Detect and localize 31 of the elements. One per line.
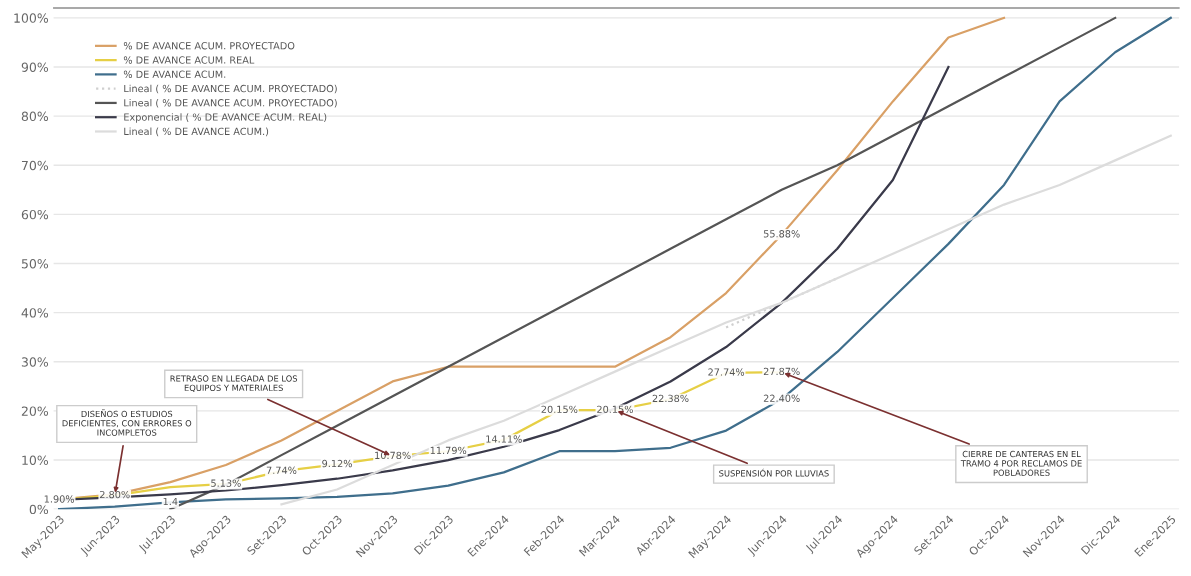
y-tick-label: 100% [14, 13, 49, 23]
annotation: CIERRE DE CANTERAS EN EL TRAMO 4 POR RECLAMOS DE POBLADORES [960, 450, 1082, 476]
y-tick-label: 30% [21, 357, 49, 367]
y-tick-label: 40% [21, 308, 49, 318]
legend-label: % DE AVANCE ACUM. REAL [123, 56, 255, 64]
legend-label: Lineal ( % DE AVANCE ACUM.) [124, 127, 269, 137]
y-tick-label: 50% [21, 259, 49, 269]
y-tick-label: 0% [29, 504, 49, 515]
legend-label: Lineal ( % DE AVANCE ACUM. PROYECTADO) [124, 84, 337, 94]
data-label: 14.11% [486, 435, 522, 443]
data-label: 22.38% [652, 394, 689, 403]
legend-label: % DE AVANCE ACUM. PROYECTADO [123, 42, 295, 50]
data-label: 22.40% [763, 394, 800, 402]
y-tick-label: 80% [21, 111, 49, 122]
y-tick-label: 20% [21, 406, 49, 416]
data-label: 10.78% [375, 451, 411, 460]
y-tick-label: 70% [21, 160, 49, 171]
y-tick-label: 90% [21, 62, 49, 72]
y-tick-label: 60% [21, 209, 49, 220]
data-label: 27.74% [708, 368, 745, 376]
data-label: 55.88% [763, 230, 800, 238]
legend-label: Lineal ( % DE AVANCE ACUM. PROYECTADO) [124, 98, 337, 108]
data-label: 27.87% [763, 367, 800, 376]
data-label: 20.15% [541, 405, 578, 414]
annotation: RETRASO EN LLEGADA DE LOS EQUIPOS Y MATERIALES [170, 375, 298, 392]
legend-label: Exponencial ( % DE AVANCE ACUM. REAL) [124, 113, 327, 123]
legend-label: % DE AVANCE ACUM. [123, 70, 226, 78]
y-tick-label: 10% [22, 455, 49, 465]
data-label: 11.79% [430, 446, 467, 455]
annotation: SUSPENSIÓN POR LLUVIAS [719, 468, 829, 477]
annotation: DISEÑOS O ESTUDIOS DEFICIENTES, CON ERRORES O INCOMPLETOS [62, 409, 192, 436]
